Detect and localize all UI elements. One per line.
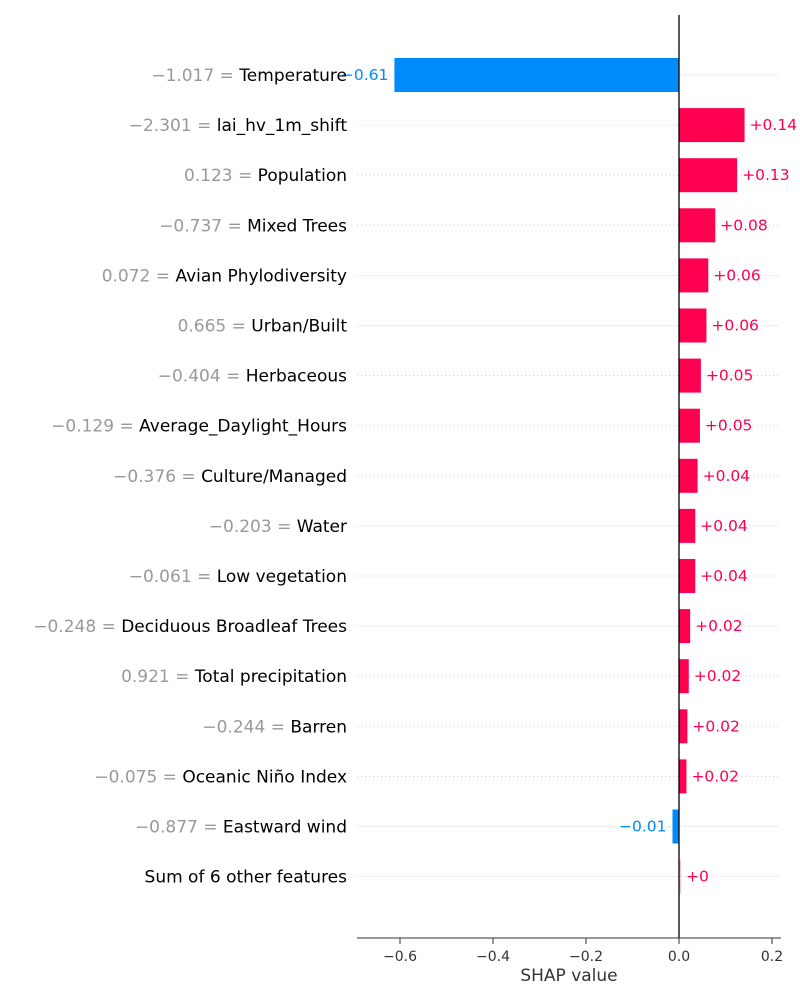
feature-label: −0.061 = Low vegetation: [129, 567, 347, 587]
feature-label: −0.376 = Culture/Managed: [113, 467, 347, 487]
bar-value-label: +0.02: [692, 717, 740, 735]
feature-label: 0.123 = Population: [184, 166, 347, 186]
feature-value: −0.203 =: [209, 517, 297, 537]
feature-value: 0.123 =: [184, 166, 258, 186]
feature-label: 0.665 = Urban/Built: [178, 317, 348, 337]
feature-label: −0.737 = Mixed Trees: [159, 216, 347, 236]
bar-value-label: −0.01: [619, 818, 667, 836]
bar-value-label: +0.05: [705, 417, 753, 435]
bar: [679, 408, 700, 443]
bar: [679, 208, 716, 243]
feature-value: 0.072 =: [102, 266, 176, 286]
bar-value-label: +0.02: [691, 767, 739, 785]
x-tick-label: −0.2: [569, 949, 603, 965]
bar: [394, 58, 679, 92]
bar-value-label: +0.02: [694, 667, 742, 685]
bar-value-label: +0.08: [720, 216, 768, 234]
feature-name: Water: [297, 517, 347, 537]
bar: [679, 308, 707, 343]
bar: [679, 709, 688, 744]
bar: [679, 458, 698, 493]
feature-name: Barren: [290, 717, 347, 737]
bar: [679, 358, 701, 393]
feature-label: 0.072 = Avian Phylodiversity: [102, 266, 347, 286]
feature-name: Eastward wind: [223, 818, 347, 838]
x-axis-title: SHAP value: [520, 966, 617, 986]
feature-name: Average_Daylight_Hours: [139, 417, 347, 437]
bar: [679, 508, 696, 543]
feature-label: −0.248 = Deciduous Broadleaf Trees: [33, 617, 347, 637]
x-tick-label: −0.4: [476, 949, 510, 965]
x-axis-ticks: −0.6 −0.4 −0.2 0.0 0.2: [383, 938, 783, 965]
bar-value-label: +0.06: [713, 266, 761, 284]
bar: [679, 609, 691, 644]
feature-value: −0.129 =: [51, 417, 139, 437]
x-tick-label: 0.0: [668, 949, 690, 965]
feature-label: Sum of 6 other features: [145, 868, 348, 888]
feature-value: −0.404 =: [158, 367, 246, 387]
bar: [679, 158, 738, 193]
feature-value: −1.017 =: [151, 66, 239, 86]
bar-value-label: +0: [686, 868, 709, 886]
feature-value: −0.075 =: [94, 767, 182, 787]
x-tick-label: −0.6: [383, 949, 417, 965]
feature-label: −0.244 = Barren: [202, 717, 347, 737]
bar-value-label: −0.61: [341, 66, 389, 84]
feature-name: Total precipitation: [194, 667, 347, 687]
feature-name: Oceanic Niño Index: [182, 767, 347, 787]
x-axis: −0.6 −0.4 −0.2 0.0 0.2 SHAP value: [357, 937, 783, 986]
feature-name: Temperature: [238, 66, 347, 86]
bar-value-label: +0.06: [711, 317, 759, 335]
x-tick-label: 0.2: [761, 949, 783, 965]
feature-label: −0.203 = Water: [209, 517, 347, 537]
feature-label: −0.129 = Average_Daylight_Hours: [51, 417, 347, 437]
feature-name: Population: [258, 166, 347, 186]
feature-value: −0.877 =: [135, 818, 223, 838]
bar: [679, 258, 709, 293]
bar-value-label: +0.02: [695, 617, 743, 635]
bar-value-label: +0.14: [750, 116, 798, 134]
feature-labels: −1.017 = Temperature −2.301 = lai_hv_1m_s…: [33, 66, 347, 888]
feature-name: Urban/Built: [251, 317, 347, 337]
feature-name: Sum of 6 other features: [145, 868, 348, 888]
feature-label: −2.301 = lai_hv_1m_shift: [129, 116, 348, 136]
feature-value: 0.921 =: [121, 667, 195, 687]
bar-value-labels: −0.61 +0.14 +0.13 +0.08 +0.06 +0.06 +0.05 +0.05…: [341, 66, 797, 886]
bar-value-label: +0.04: [700, 517, 748, 535]
feature-value: −2.301 =: [129, 116, 217, 136]
feature-name: Deciduous Broadleaf Trees: [121, 617, 347, 637]
bar: [679, 659, 689, 694]
bar: [679, 108, 745, 143]
bar: [679, 759, 687, 794]
feature-value: −0.061 =: [129, 567, 217, 587]
bar: [672, 809, 679, 844]
feature-name: Mixed Trees: [247, 216, 347, 236]
feature-label: −0.075 = Oceanic Niño Index: [94, 767, 347, 787]
bar-value-label: +0.04: [703, 467, 751, 485]
feature-name: Culture/Managed: [201, 467, 347, 487]
feature-label: −1.017 = Temperature: [151, 66, 347, 86]
row-grid-lines: [357, 74, 781, 878]
feature-name: Herbaceous: [246, 367, 347, 387]
feature-value: −0.376 =: [113, 467, 201, 487]
feature-label: −0.877 = Eastward wind: [135, 818, 347, 838]
feature-name: lai_hv_1m_shift: [217, 116, 348, 136]
feature-name: Low vegetation: [217, 567, 347, 587]
bar-value-label: +0.05: [706, 367, 754, 385]
feature-label: 0.921 = Total precipitation: [121, 667, 347, 687]
feature-label: −0.404 = Herbaceous: [158, 367, 347, 387]
feature-value: 0.665 =: [178, 317, 252, 337]
bars: [394, 58, 745, 894]
feature-name: Avian Phylodiversity: [175, 266, 347, 286]
bar: [679, 559, 696, 593]
feature-value: −0.244 =: [202, 717, 290, 737]
bar: [679, 859, 681, 894]
bar-value-label: +0.04: [700, 567, 748, 585]
bar-value-label: +0.13: [742, 166, 790, 184]
feature-value: −0.737 =: [159, 216, 247, 236]
feature-value: −0.248 =: [33, 617, 121, 637]
